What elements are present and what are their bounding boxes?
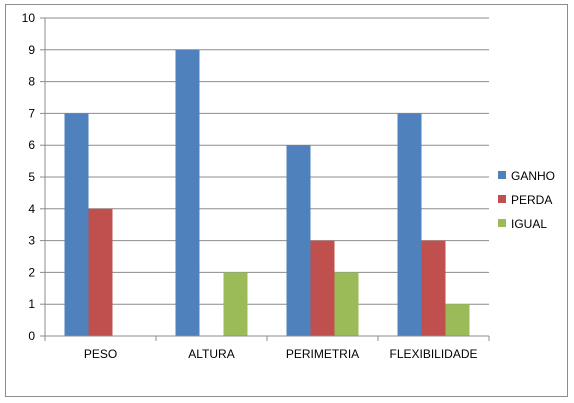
legend-swatch-perda <box>498 195 506 203</box>
x-tick-labels: PESO ALTURA PERIMETRIA FLEXIBILIDADE <box>84 347 478 361</box>
bar-perda-peso <box>88 208 113 336</box>
axes <box>40 17 490 341</box>
x-tick-label: FLEXIBILIDADE <box>389 347 477 361</box>
bar-ganho-perimetria <box>286 145 311 336</box>
y-tick-label: 5 <box>28 170 35 184</box>
bars <box>64 49 470 337</box>
legend-label-igual: IGUAL <box>511 217 547 231</box>
y-tick-label: 8 <box>28 75 35 89</box>
legend-swatch-igual <box>498 219 506 227</box>
y-tick-label: 1 <box>28 297 35 311</box>
legend: GANHO PERDA IGUAL <box>498 169 555 231</box>
bar-igual-altura <box>223 272 248 336</box>
legend-label-ganho: GANHO <box>511 169 555 183</box>
y-tick-label: 3 <box>28 234 35 248</box>
legend-swatch-ganho <box>498 171 506 179</box>
bar-perda-perimetria <box>310 240 335 336</box>
y-tick-label: 6 <box>28 138 35 152</box>
y-tick-labels: 0 1 2 3 4 5 6 7 8 9 10 <box>22 11 36 343</box>
bar-perda-flexibilidade <box>421 240 446 336</box>
bar-ganho-altura <box>175 49 200 337</box>
x-tick-label: PERIMETRIA <box>286 347 359 361</box>
y-tick-label: 4 <box>28 202 35 216</box>
y-tick-label: 2 <box>28 265 35 279</box>
x-tick-label: ALTURA <box>188 347 234 361</box>
y-tick-label: 9 <box>28 43 35 57</box>
y-tick-label: 0 <box>28 329 35 343</box>
bar-igual-flexibilidade <box>445 304 470 336</box>
y-tick-label: 10 <box>22 11 36 25</box>
bar-ganho-flexibilidade <box>397 113 422 337</box>
legend-label-perda: PERDA <box>511 193 552 207</box>
bar-igual-perimetria <box>334 272 359 336</box>
y-tick-label: 7 <box>28 106 35 120</box>
x-tick-label: PESO <box>84 347 117 361</box>
bar-ganho-peso <box>64 113 89 337</box>
